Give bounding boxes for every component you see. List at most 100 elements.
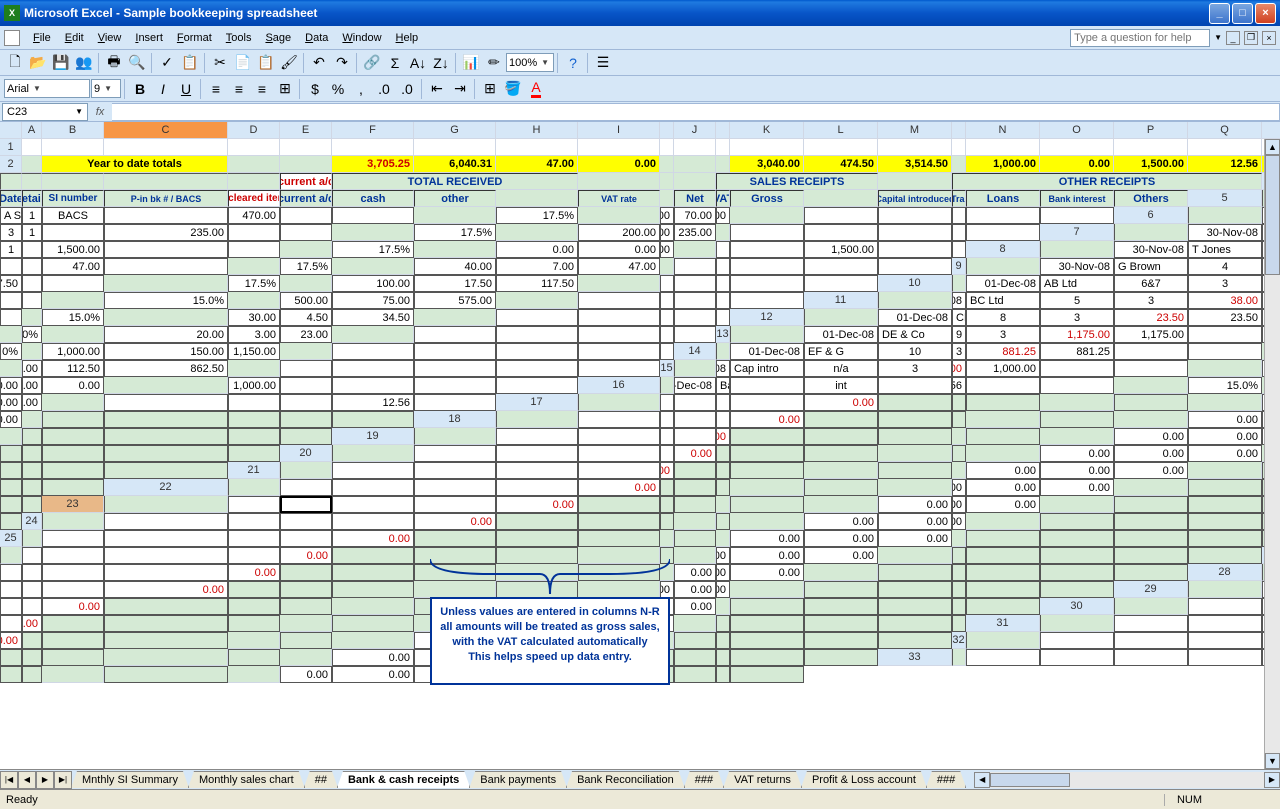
- cell[interactable]: [22, 479, 42, 496]
- cell[interactable]: [674, 428, 716, 445]
- open-button[interactable]: 📂: [27, 52, 49, 74]
- cell[interactable]: [730, 598, 804, 615]
- cell[interactable]: [730, 445, 804, 462]
- cell[interactable]: 881.25: [966, 343, 1040, 360]
- cell[interactable]: [332, 462, 414, 479]
- comma-button[interactable]: ,: [350, 78, 372, 100]
- cell[interactable]: [966, 207, 1040, 224]
- cell[interactable]: 70.00: [674, 207, 716, 224]
- menu-data[interactable]: Data: [298, 30, 335, 46]
- cell[interactable]: [730, 241, 804, 258]
- cell[interactable]: [674, 258, 716, 275]
- cell[interactable]: 0.00: [1114, 445, 1188, 462]
- cell[interactable]: [804, 207, 878, 224]
- cell[interactable]: [716, 292, 730, 309]
- select-all-corner[interactable]: [0, 122, 22, 139]
- cell[interactable]: [952, 649, 966, 666]
- cell[interactable]: [280, 649, 332, 666]
- column-header[interactable]: [716, 122, 730, 139]
- cell[interactable]: 1,000.00: [228, 377, 280, 394]
- cell[interactable]: [42, 173, 104, 190]
- cell[interactable]: [496, 530, 578, 547]
- cell[interactable]: [332, 258, 414, 275]
- cell[interactable]: [716, 530, 730, 547]
- redo-button[interactable]: ↷: [331, 52, 353, 74]
- cell[interactable]: current a/c: [280, 190, 332, 207]
- cell[interactable]: [674, 479, 716, 496]
- cell[interactable]: 17.5%: [228, 275, 280, 292]
- cell[interactable]: [22, 581, 42, 598]
- cell[interactable]: DE & Co: [878, 326, 952, 343]
- cell[interactable]: [878, 615, 952, 632]
- column-header[interactable]: B: [42, 122, 104, 139]
- cell[interactable]: [332, 207, 414, 224]
- cell[interactable]: [42, 632, 104, 649]
- sheet-tab[interactable]: Mnthly SI Summary: [71, 771, 189, 788]
- column-header[interactable]: C: [104, 122, 228, 139]
- cell[interactable]: 1: [0, 241, 22, 258]
- cell[interactable]: 0.00: [578, 241, 660, 258]
- cell[interactable]: [0, 513, 22, 530]
- cell[interactable]: [1114, 513, 1188, 530]
- paste-button[interactable]: 📋: [255, 52, 277, 74]
- scroll-thumb[interactable]: [1265, 155, 1280, 275]
- cell[interactable]: [952, 156, 966, 173]
- cell[interactable]: [0, 326, 22, 343]
- cell[interactable]: [104, 275, 228, 292]
- cell[interactable]: [578, 513, 660, 530]
- decrease-decimal-button[interactable]: .0: [396, 78, 418, 100]
- cell[interactable]: SI number: [42, 190, 104, 207]
- cell[interactable]: 0.00: [42, 377, 104, 394]
- cell[interactable]: 0.00: [804, 513, 878, 530]
- decrease-indent-button[interactable]: ⇤: [426, 78, 448, 100]
- row-header[interactable]: 1: [0, 139, 22, 156]
- cell[interactable]: 5: [1040, 292, 1114, 309]
- cell[interactable]: 1,500.00: [1114, 156, 1188, 173]
- cell[interactable]: [0, 598, 22, 615]
- cell[interactable]: [496, 139, 578, 156]
- cell[interactable]: [878, 139, 952, 156]
- cell[interactable]: [878, 547, 952, 564]
- cell[interactable]: Cap intro: [730, 360, 804, 377]
- cell[interactable]: 1,500.00: [804, 241, 878, 258]
- row-header[interactable]: 14: [674, 343, 716, 360]
- cell[interactable]: 112.50: [42, 360, 104, 377]
- cell[interactable]: [1114, 377, 1188, 394]
- underline-button[interactable]: U: [175, 78, 197, 100]
- cell[interactable]: 400.00: [660, 207, 674, 224]
- cell[interactable]: [1114, 598, 1188, 615]
- merge-button[interactable]: ⊞: [274, 78, 296, 100]
- cut-button[interactable]: ✂: [209, 52, 231, 74]
- cell[interactable]: [0, 581, 22, 598]
- cell[interactable]: 0.00: [22, 377, 42, 394]
- zoom-combo[interactable]: 100%▼: [506, 53, 554, 72]
- cell[interactable]: CD Ltd: [952, 309, 966, 326]
- cell[interactable]: Others: [1114, 190, 1188, 207]
- cell[interactable]: [42, 530, 104, 547]
- cell[interactable]: 0.00: [730, 564, 804, 581]
- cell[interactable]: [280, 513, 332, 530]
- cell[interactable]: [1114, 411, 1188, 428]
- cell[interactable]: 235.00: [674, 224, 716, 241]
- cell[interactable]: [1040, 377, 1114, 394]
- cell[interactable]: [966, 377, 1040, 394]
- cell[interactable]: [578, 530, 660, 547]
- help-dropdown-icon[interactable]: ▼: [1214, 33, 1222, 42]
- cell[interactable]: [332, 360, 414, 377]
- cell[interactable]: 0.00: [332, 530, 414, 547]
- cell[interactable]: [804, 445, 878, 462]
- cell[interactable]: [104, 462, 228, 479]
- cell[interactable]: [496, 343, 578, 360]
- cell[interactable]: [496, 428, 578, 445]
- cell[interactable]: [1114, 649, 1188, 666]
- sheet-tab[interactable]: VAT returns: [723, 771, 802, 788]
- cell[interactable]: [952, 547, 966, 564]
- cell[interactable]: [280, 224, 332, 241]
- cell[interactable]: [22, 309, 42, 326]
- row-header[interactable]: 11: [804, 292, 878, 309]
- cell[interactable]: [730, 513, 804, 530]
- cell[interactable]: [228, 513, 280, 530]
- cell[interactable]: [578, 343, 660, 360]
- cell[interactable]: 01-Dec-08: [674, 377, 716, 394]
- row-header[interactable]: 25: [0, 530, 22, 547]
